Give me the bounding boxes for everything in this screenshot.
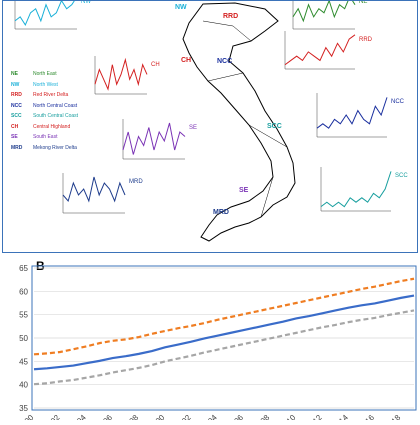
x-tick-label: 2008: [252, 413, 271, 420]
map-label-se: SE: [239, 187, 248, 194]
x-tick-label: 2006: [226, 413, 245, 420]
mini-axis: [317, 93, 387, 137]
mini-chart-label: MRD: [129, 179, 143, 185]
mini-chart-mrd: MRD: [63, 173, 143, 213]
legend-code: CH: [11, 122, 33, 133]
map-label-rrd: RRD: [223, 13, 238, 20]
mini-chart-label: SCC: [395, 173, 408, 179]
map-label-mrd: MRD: [213, 209, 229, 216]
legend-name: Mekong River Delta: [33, 143, 77, 154]
x-tick-label: 1990: [16, 413, 35, 420]
mini-chart-scc: SCC: [321, 167, 408, 211]
legend-code: SCC: [11, 111, 33, 122]
mini-chart-label: NW: [81, 1, 91, 5]
legend-code: NCC: [11, 101, 33, 112]
mini-series-line: [321, 171, 391, 206]
map-label-scc: SCC: [267, 123, 282, 130]
x-tick-label: 2016: [357, 413, 376, 420]
legend-row-ch: CH Central Highland: [11, 122, 121, 133]
region-legend: NE North East NW North West RRD Red River Del…: [11, 69, 121, 153]
legend-row-rrd: RRD Red River Delta: [11, 90, 121, 101]
mini-chart-rrd: RRD: [285, 31, 373, 69]
legend-row-scc: SCC South Central Coast: [11, 111, 121, 122]
mini-chart-se: SE: [123, 119, 197, 159]
legend-name: South East: [33, 132, 57, 143]
legend-code: NE: [11, 69, 33, 80]
series-line-1: [34, 296, 414, 370]
mini-chart-nw: NW: [15, 1, 91, 29]
legend-row-se: SE South East: [11, 132, 121, 143]
series-line-2: [34, 310, 414, 384]
map-label-ncc: NCC: [217, 58, 232, 65]
legend-code: RRD: [11, 90, 33, 101]
legend-name: South Central Coast: [33, 111, 78, 122]
y-tick-label: 35: [19, 404, 28, 413]
y-tick-label: 40: [19, 381, 28, 390]
legend-name: North Central Coast: [33, 101, 77, 112]
y-tick-label: 50: [19, 334, 28, 343]
legend-code: SE: [11, 132, 33, 143]
y-tick-label: 65: [19, 264, 28, 273]
mini-chart-ncc: NCC: [317, 93, 405, 137]
mini-series-line: [123, 123, 185, 155]
vietnam-map: [183, 3, 295, 241]
series-line-0: [34, 279, 414, 355]
map-label-ch: CH: [181, 57, 191, 64]
y-tick-label: 55: [19, 311, 28, 320]
legend-name: Red River Delta: [33, 90, 68, 101]
y-tick-label: 45: [19, 357, 28, 366]
mini-series-line: [15, 1, 77, 25]
line-chart-svg: 35 40 45 50 55 60 65 1990 1992 1994 1996 1998 2000 20…: [0, 258, 420, 420]
legend-name: Central Highland: [33, 122, 70, 133]
panel-b-line-chart: 35 40 45 50 55 60 65 1990 1992 1994 1996 1998 2000 20…: [0, 258, 420, 420]
legend-row-ne: NE North East: [11, 69, 121, 80]
x-tick-label: 2014: [331, 413, 350, 420]
mini-series-line: [317, 97, 387, 128]
x-tick-label: 2018: [383, 413, 402, 420]
y-tick-label: 60: [19, 287, 28, 296]
mini-chart-label: NCC: [391, 99, 405, 105]
legend-row-ncc: NCC North Central Coast: [11, 101, 121, 112]
legend-code: NW: [11, 80, 33, 91]
mini-chart-label: RRD: [359, 37, 373, 43]
legend-code: MRD: [11, 143, 33, 154]
mini-series-line: [63, 177, 125, 201]
mini-axis: [123, 119, 185, 159]
mini-chart-label: CH: [151, 62, 160, 68]
mini-chart-label: SE: [189, 125, 197, 131]
mini-chart-ne: NE: [293, 1, 367, 29]
mini-axis: [321, 167, 391, 211]
x-tick-label: 1996: [95, 413, 114, 420]
x-tick-label: 2010: [279, 413, 298, 420]
legend-name: North West: [33, 80, 58, 91]
mini-chart-label: NE: [359, 1, 367, 5]
x-tick-label: 1992: [43, 413, 62, 420]
x-tick-label: 1998: [121, 413, 140, 420]
mini-series-line: [285, 35, 355, 65]
legend-row-nw: NW North West: [11, 80, 121, 91]
x-tick-label: 2002: [174, 413, 193, 420]
x-tick-label: 2000: [148, 413, 167, 420]
map-label-nw: NW: [175, 4, 187, 11]
x-tick-label: 2012: [305, 413, 324, 420]
panel-a-map-figure: NW NE CH RRD SE NCC MRD SCC NE North East NW North…: [2, 0, 418, 253]
x-tick-label: 1994: [69, 413, 88, 420]
legend-name: North East: [33, 69, 57, 80]
mini-series-line: [293, 1, 355, 21]
x-tick-label: 2004: [200, 413, 219, 420]
legend-row-mrd: MRD Mekong River Delta: [11, 143, 121, 154]
